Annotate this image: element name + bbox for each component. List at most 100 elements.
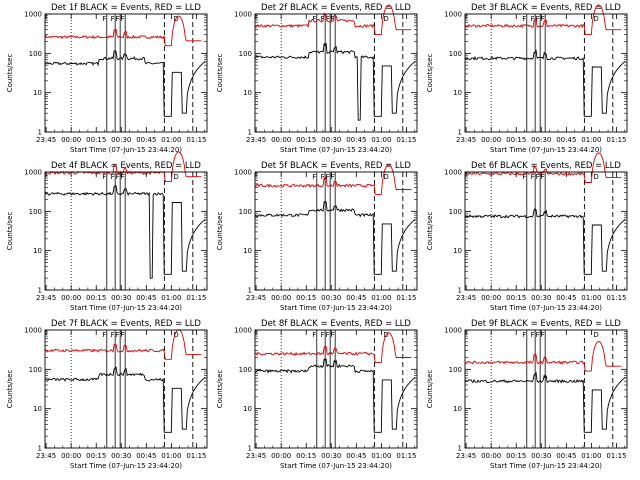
plot-frame — [44, 13, 208, 133]
y-axis-label: Counts/sec — [216, 54, 224, 93]
y-tick-label: 100 — [29, 366, 42, 374]
x-tick-label: 00:30 — [321, 452, 341, 460]
flare-marker-label: F — [331, 15, 335, 23]
x-tick-label: 00:45 — [136, 452, 156, 460]
y-tick-label: 1000 — [444, 327, 462, 335]
series-line-lld — [464, 4, 622, 36]
y-tick-label: 10 — [33, 247, 42, 255]
series-line-lld — [464, 341, 622, 372]
y-tick-label: 1 — [248, 287, 252, 295]
flare-marker-label: F — [541, 331, 545, 339]
x-tick-label: 00:45 — [556, 452, 576, 460]
flare-marker-label: F — [541, 173, 545, 181]
y-tick-label: 100 — [239, 208, 252, 216]
y-tick-label: 100 — [239, 50, 252, 58]
flare-marker-label: F — [331, 173, 335, 181]
x-tick-label: 00:45 — [346, 294, 366, 302]
x-tick-label: 00:00 — [481, 452, 501, 460]
x-tick-label: 23:45 — [456, 294, 476, 302]
series-line-lld — [254, 332, 412, 363]
y-tick-label: 10 — [453, 89, 462, 97]
y-tick-label: 1 — [458, 287, 462, 295]
y-axis-label: Counts/sec — [426, 54, 434, 93]
flare-marker-label: F — [541, 15, 545, 23]
y-tick-label: 1 — [38, 445, 42, 453]
x-tick-label: 23:45 — [36, 452, 56, 460]
flare-marker-label: F — [522, 15, 526, 23]
x-tick-label: 01:15 — [186, 452, 206, 460]
x-tick-label: 00:45 — [136, 136, 156, 144]
x-tick-label: 23:45 — [456, 136, 476, 144]
y-axis-label: Counts/sec — [426, 370, 434, 409]
plot-frame — [254, 171, 418, 291]
event-label: D — [593, 173, 598, 181]
panel-title: Det 3f BLACK = Events, RED = LLD — [471, 3, 621, 13]
x-tick-label: 01:00 — [581, 136, 601, 144]
x-tick-label: 00:30 — [111, 136, 131, 144]
flare-marker-label: F — [102, 173, 106, 181]
x-tick-label: 00:15 — [296, 136, 316, 144]
x-tick-label: 01:15 — [396, 294, 416, 302]
y-axis-label: Counts/sec — [216, 212, 224, 251]
x-tick-label: 01:00 — [371, 452, 391, 460]
flare-marker-label: F — [312, 15, 316, 23]
series-line-events — [254, 42, 416, 121]
x-tick-label: 01:00 — [371, 136, 391, 144]
plot-frame — [44, 171, 208, 291]
series-line-lld — [464, 152, 622, 183]
x-tick-label: 00:00 — [61, 136, 81, 144]
flare-marker-label: F — [536, 173, 540, 181]
panel-title: Det 5f BLACK = Events, RED = LLD — [261, 161, 411, 171]
flare-marker-label: F — [312, 173, 316, 181]
series-line-events — [464, 371, 626, 433]
event-label: D — [593, 15, 598, 23]
x-tick-label: 00:00 — [481, 136, 501, 144]
plot-frame — [464, 13, 628, 133]
y-axis-label: Counts/sec — [6, 370, 14, 409]
x-tick-label: 00:30 — [321, 294, 341, 302]
x-tick-label: 00:15 — [86, 136, 106, 144]
flare-marker-label: F — [111, 173, 115, 181]
y-tick-label: 1000 — [234, 327, 252, 335]
flare-marker-label: F — [121, 15, 125, 23]
y-tick-label: 1000 — [24, 169, 42, 177]
x-tick-label: 01:00 — [161, 452, 181, 460]
x-tick-label: 00:30 — [531, 136, 551, 144]
x-tick-label: 00:15 — [86, 294, 106, 302]
x-tick-label: 01:15 — [396, 136, 416, 144]
x-axis-label: Start Time (07-Jun-15 23:44:20) — [70, 462, 182, 470]
y-tick-label: 1 — [458, 129, 462, 137]
y-axis-label: Counts/sec — [6, 212, 14, 251]
x-tick-label: 01:15 — [606, 452, 626, 460]
series-line-events — [464, 49, 626, 117]
x-tick-label: 00:30 — [111, 452, 131, 460]
y-tick-label: 10 — [453, 405, 462, 413]
plot-frame — [464, 329, 628, 449]
detector-panel-8: Det 8f BLACK = Events, RED = LLD Start Ti… — [216, 319, 418, 470]
series-line-events — [254, 201, 416, 275]
x-axis-label: Start Time (07-Jun-15 23:44:20) — [280, 146, 392, 154]
x-axis-label: Start Time (07-Jun-15 23:44:20) — [490, 462, 602, 470]
flare-marker-label: F — [321, 331, 325, 339]
y-tick-label: 1000 — [234, 11, 252, 19]
x-tick-label: 23:45 — [246, 452, 266, 460]
x-tick-label: 00:00 — [271, 294, 291, 302]
detector-panel-2: Det 2f BLACK = Events, RED = LLD Start Ti… — [216, 3, 418, 154]
y-tick-label: 100 — [449, 366, 462, 374]
x-axis-label: Start Time (07-Jun-15 23:44:20) — [490, 304, 602, 312]
plot-frame — [254, 13, 418, 133]
x-axis-label: Start Time (07-Jun-15 23:44:20) — [490, 146, 602, 154]
x-tick-label: 00:00 — [61, 294, 81, 302]
flare-marker-label: F — [321, 173, 325, 181]
x-tick-label: 00:45 — [346, 452, 366, 460]
detector-panel-1: Det 1f BLACK = Events, RED = LLD Start Ti… — [6, 3, 208, 154]
detector-panel-3: Det 3f BLACK = Events, RED = LLD Start Ti… — [426, 3, 628, 154]
y-tick-label: 1000 — [24, 327, 42, 335]
series-line-lld — [254, 164, 412, 195]
y-tick-label: 10 — [33, 89, 42, 97]
x-axis-label: Start Time (07-Jun-15 23:44:20) — [280, 462, 392, 470]
x-tick-label: 23:45 — [456, 452, 476, 460]
plot-frame — [254, 329, 418, 449]
